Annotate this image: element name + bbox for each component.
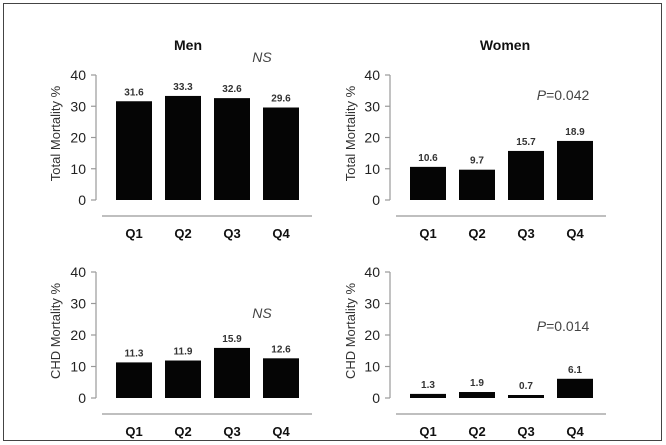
panel-1-bar-q4 bbox=[263, 107, 299, 200]
panel-4-bar-q3 bbox=[508, 395, 544, 398]
panel-4-y-tick-label: 0 bbox=[372, 390, 380, 406]
panel-1-data-label: 31.6 bbox=[124, 87, 144, 98]
panel-4-bar-q1 bbox=[410, 393, 446, 398]
panel-1-data-label: 32.6 bbox=[222, 84, 242, 95]
panel-2-bar-q3 bbox=[508, 150, 544, 200]
panel-1-y-tick-label: 40 bbox=[70, 67, 86, 83]
panel-3-y-tick-label: 40 bbox=[70, 264, 86, 280]
panel-3-bar-q2 bbox=[165, 360, 201, 398]
panel-2-data-label: 10.6 bbox=[418, 153, 438, 164]
panel-4-bar-q4 bbox=[557, 378, 593, 398]
panel-2-data-label: 9.7 bbox=[470, 156, 484, 167]
panel-4-data-label: 6.1 bbox=[568, 365, 582, 376]
panel-4-y-tick-label: 30 bbox=[364, 296, 380, 312]
panel-1-y-tick-label: 0 bbox=[78, 192, 86, 208]
panel-3-data-label: 15.9 bbox=[222, 334, 242, 345]
panel-3-x-tick-label: Q4 bbox=[272, 424, 290, 439]
panel-2-significance-annotation: P=0.042 bbox=[537, 87, 590, 103]
panel-3-y-tick-label: 10 bbox=[70, 359, 86, 375]
panel-3-x-tick-label: Q2 bbox=[174, 424, 191, 439]
panel-2-x-tick-label: Q3 bbox=[517, 226, 534, 241]
panel-4-data-label: 1.3 bbox=[421, 380, 435, 391]
panel-1-bar-q3 bbox=[214, 98, 250, 200]
panel-4-x-tick-label: Q1 bbox=[419, 424, 436, 439]
panel-2-x-tick-label: Q2 bbox=[468, 226, 485, 241]
panel-2-data-label: 18.9 bbox=[565, 127, 585, 138]
panel-2-bar-q2 bbox=[459, 169, 495, 200]
panel-4-x-tick-label: Q3 bbox=[517, 424, 534, 439]
panel-2-bar-q4 bbox=[557, 140, 593, 200]
panel-3-x-tick-label: Q1 bbox=[125, 424, 142, 439]
panel-2-y-tick-label: 20 bbox=[364, 130, 380, 146]
panel-2-y-tick-label: 40 bbox=[364, 67, 380, 83]
panel-2-y-axis-label: Total Mortality % bbox=[343, 85, 358, 181]
panel-3-y-tick-label: 20 bbox=[70, 327, 86, 343]
panel-2-x-tick-label: Q4 bbox=[566, 226, 584, 241]
panel-1-title: Men bbox=[174, 37, 202, 53]
panel-3-data-label: 11.3 bbox=[125, 348, 144, 359]
panel-1-bar-q1 bbox=[116, 101, 152, 200]
panel-2-y-tick-label: 10 bbox=[364, 161, 380, 177]
panel-3-significance-annotation: NS bbox=[252, 305, 272, 321]
panel-1-y-axis-label: Total Mortality % bbox=[48, 85, 63, 181]
panel-2-x-tick-label: Q1 bbox=[419, 226, 436, 241]
panel-1-x-tick-label: Q4 bbox=[272, 226, 290, 241]
panel-1-x-tick-label: Q3 bbox=[223, 226, 240, 241]
panel-3-y-tick-label: 0 bbox=[78, 390, 86, 406]
panel-1-data-label: 29.6 bbox=[271, 94, 291, 105]
panel-3-data-label: 11.9 bbox=[174, 347, 193, 358]
panel-1-x-tick-label: Q2 bbox=[174, 226, 191, 241]
panel-4-y-tick-label: 10 bbox=[364, 359, 380, 375]
panel-2-data-label: 15.7 bbox=[516, 137, 536, 148]
panel-4-x-tick-label: Q4 bbox=[566, 424, 584, 439]
panel-3-bar-q1 bbox=[116, 362, 152, 398]
panel-1-y-tick-label: 10 bbox=[70, 161, 86, 177]
panel-4-data-label: 0.7 bbox=[519, 381, 533, 392]
panel-2-title: Women bbox=[480, 37, 530, 53]
panel-1-bar-q2 bbox=[165, 95, 201, 200]
panel-1-y-tick-label: 30 bbox=[70, 98, 86, 114]
panel-4-y-axis-label: CHD Mortality % bbox=[343, 283, 358, 380]
panel-3-bar-q3 bbox=[214, 347, 250, 398]
panel-4-significance-annotation: P=0.014 bbox=[537, 318, 590, 334]
panel-2-y-tick-label: 30 bbox=[364, 98, 380, 114]
figure-frame bbox=[3, 3, 662, 441]
panel-1-significance-annotation: NS bbox=[252, 49, 272, 65]
panel-1-x-tick-label: Q1 bbox=[125, 226, 142, 241]
panel-3-y-axis-label: CHD Mortality % bbox=[48, 283, 63, 380]
panel-4-bar-q2 bbox=[459, 392, 495, 398]
panel-4-y-tick-label: 40 bbox=[364, 264, 380, 280]
panel-3-bar-q4 bbox=[263, 358, 299, 398]
panel-1-y-tick-label: 20 bbox=[70, 130, 86, 146]
panel-4-x-tick-label: Q2 bbox=[468, 424, 485, 439]
panel-4-data-label: 1.9 bbox=[470, 378, 484, 389]
panel-4-y-tick-label: 20 bbox=[364, 327, 380, 343]
panel-2-bar-q1 bbox=[410, 166, 446, 200]
panel-2-y-tick-label: 0 bbox=[372, 192, 380, 208]
panel-3-x-tick-label: Q3 bbox=[223, 424, 240, 439]
panel-1-data-label: 33.3 bbox=[173, 82, 193, 93]
panel-3-y-tick-label: 30 bbox=[70, 296, 86, 312]
panel-3-data-label: 12.6 bbox=[271, 344, 291, 355]
